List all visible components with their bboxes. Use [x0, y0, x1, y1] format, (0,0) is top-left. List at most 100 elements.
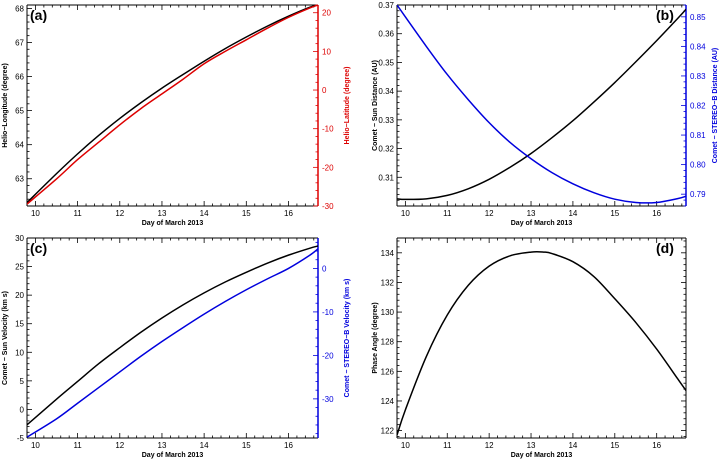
y-axis-label: Comet − Sun Velocity (km s) [2, 291, 9, 385]
y-tick-label: 122 [381, 427, 395, 436]
y-tick-label: 66 [15, 73, 24, 82]
y-axis-label: Comet − Sun Distance (AU) [372, 60, 379, 151]
y-tick-label: 25 [15, 263, 24, 272]
y2-tick-label: -10 [322, 308, 334, 317]
y-tick-label: 134 [381, 249, 395, 258]
y-tick-label: 64 [15, 141, 24, 150]
x-tick-label: 15 [610, 209, 619, 218]
y2-tick-label: 0.81 [690, 131, 706, 140]
panel-label: (d) [656, 240, 674, 256]
x-tick-label: 15 [610, 441, 619, 450]
y-tick-label: 0 [20, 405, 25, 414]
y-tick-label: 124 [381, 397, 395, 406]
x-tick-label: 11 [443, 441, 452, 450]
y-tick-label: 65 [15, 107, 24, 116]
x-tick-label: 14 [568, 441, 577, 450]
y-tick-label: 30 [15, 234, 24, 243]
y-tick-label: 68 [15, 4, 24, 13]
series-line-comet-stereo-b-distance [397, 5, 686, 204]
y2-tick-label: -20 [322, 163, 334, 172]
x-tick-label: 14 [200, 441, 209, 450]
x-tick-label: 13 [158, 441, 167, 450]
y-tick-label: 5 [20, 377, 25, 386]
y2-tick-label: -30 [322, 202, 334, 211]
panel-c: 10 11 12 13 14 15 16 Day of March 2013 -5 0 5 10 15 2… [2, 234, 351, 459]
x-tick-label: 13 [527, 209, 536, 218]
y-tick-label: 130 [381, 308, 395, 317]
panel-label: (c) [30, 240, 47, 256]
y-tick-label: 0.34 [378, 87, 394, 96]
y2-tick-label: 10 [322, 47, 331, 56]
x-tick-label: 12 [115, 209, 124, 218]
series-line-comet-stereo-b-velocity [27, 248, 318, 438]
x-tick-label: 14 [568, 209, 577, 218]
panel-label: (b) [656, 7, 674, 23]
x-tick-label: 12 [485, 209, 494, 218]
y2-tick-label: -20 [322, 351, 334, 360]
y-tick-label: 20 [15, 291, 24, 300]
y-tick-label: 63 [15, 175, 24, 184]
x-tick-label: 16 [652, 209, 661, 218]
x-tick-label: 15 [242, 441, 251, 450]
x-axis-label: Day of March 2013 [511, 220, 573, 227]
x-axis-label: Day of March 2013 [142, 220, 204, 227]
series-line-comet-sun-distance [397, 8, 686, 201]
x-tick-label: 10 [401, 209, 410, 218]
y2-tick-label: 0.85 [690, 13, 706, 22]
x-tick-label: 13 [527, 441, 536, 450]
y2-tick-label: -30 [322, 395, 334, 404]
series-line-phase-angle [397, 250, 686, 436]
x-tick-label: 13 [158, 209, 167, 218]
x-tick-label: 10 [31, 441, 40, 450]
y2-tick-label: 0.82 [690, 102, 706, 111]
x-tick-label: 16 [284, 441, 293, 450]
panel-a: 10 11 12 13 14 15 16 Day of March 2013 63 64 65 66 6… [2, 4, 351, 227]
x-axis-label: Day of March 2013 [142, 452, 204, 459]
x-axis-label: Day of March 2013 [511, 452, 573, 459]
y-tick-label: 0.31 [378, 173, 394, 182]
y-tick-label: 128 [381, 338, 395, 347]
y2-tick-label: 0.79 [690, 190, 706, 199]
x-tick-label: 10 [31, 209, 40, 218]
y-axis-label: Helio−Longitude (degree) [2, 63, 9, 148]
y-tick-label: 132 [381, 278, 395, 287]
y-tick-label: 10 [15, 348, 24, 357]
x-tick-label: 16 [284, 209, 293, 218]
series-line-comet-sun-velocity [27, 245, 318, 426]
y2-tick-label: 0.84 [690, 42, 706, 51]
y2-tick-label: 0 [322, 264, 327, 273]
x-tick-label: 10 [401, 441, 410, 450]
y-tick-label: -5 [17, 434, 25, 443]
y2-tick-label: 0.80 [690, 161, 706, 170]
y-tick-label: 0.32 [378, 145, 394, 154]
x-tick-label: 15 [242, 209, 251, 218]
x-tick-label: 11 [73, 441, 82, 450]
y2-axis-label: Helio−Latitude (degree) [344, 67, 351, 145]
panel-label: (a) [30, 7, 47, 23]
x-tick-label: 16 [652, 441, 661, 450]
y-tick-label: 0.33 [378, 116, 394, 125]
y-tick-label: 15 [15, 320, 24, 329]
series-line-helio-latitude [27, 5, 318, 205]
y-axis-label: Phase Angle (degree) [372, 302, 379, 373]
x-tick-label: 14 [200, 209, 209, 218]
panel-d: 10 11 12 13 14 15 16 Day of March 2013 122 124 126… [372, 237, 687, 459]
y-tick-label: 0.35 [378, 58, 394, 67]
panel-b: 10 11 12 13 14 15 16 Day of March 2013 0.31 0.32 0… [372, 1, 719, 227]
y2-tick-label: -10 [322, 125, 334, 134]
y-tick-label: 67 [15, 38, 24, 47]
y-tick-label: 126 [381, 367, 395, 376]
y-tick-label: 0.36 [378, 30, 394, 39]
y2-axis-label: Comet − STEREO−B Velocity (km s) [344, 279, 351, 398]
x-tick-label: 11 [443, 209, 452, 218]
x-tick-label: 12 [485, 441, 494, 450]
x-tick-label: 11 [73, 209, 82, 218]
y2-tick-label: 0.83 [690, 72, 706, 81]
y-tick-label: 0.37 [378, 1, 394, 10]
y2-tick-label: 0 [322, 86, 327, 95]
y2-axis-label: Comet − STEREO−B Distance (AU) [712, 48, 719, 164]
series-line-helio-longitude [27, 5, 318, 204]
y2-tick-label: 20 [322, 9, 331, 18]
x-tick-label: 12 [115, 441, 124, 450]
